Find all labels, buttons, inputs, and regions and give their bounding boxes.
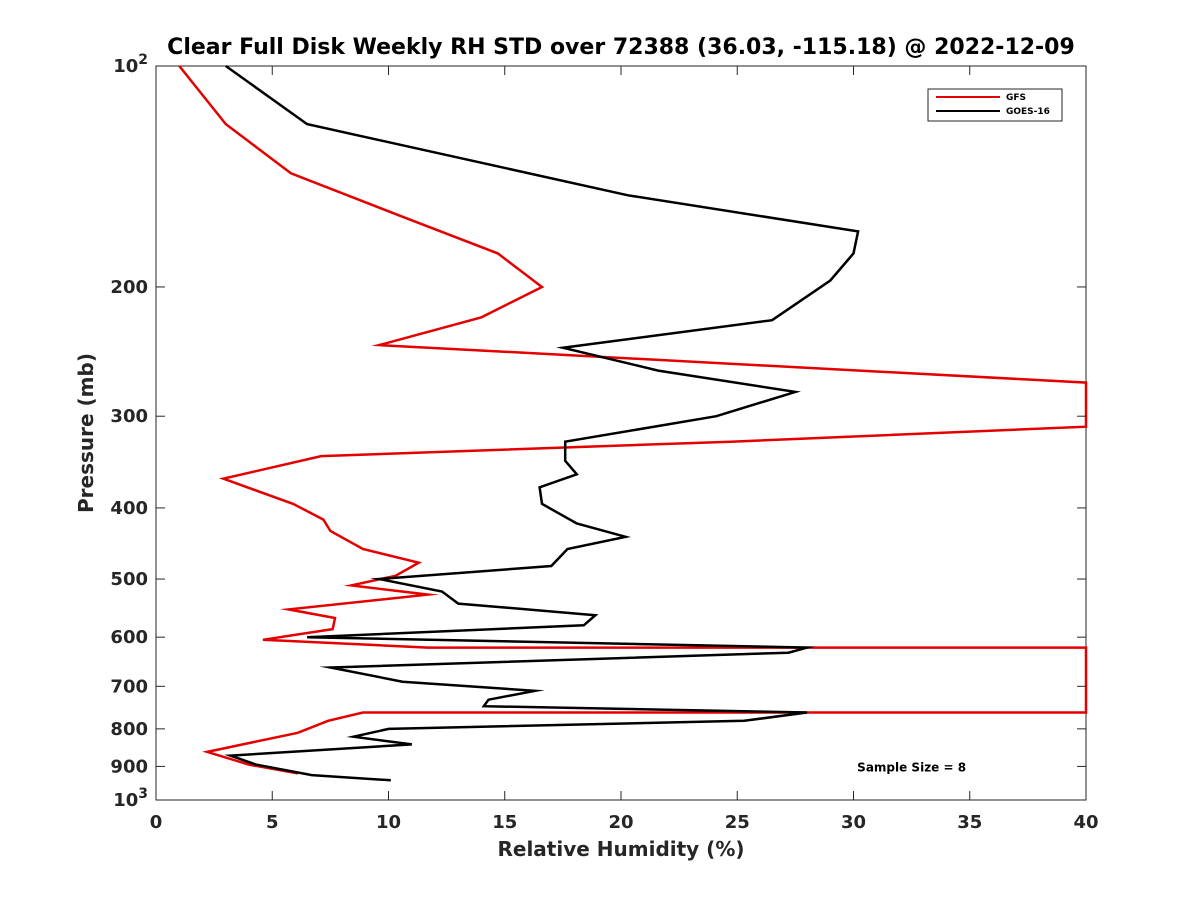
y-tick-label-base: 800 — [110, 719, 148, 740]
y-axis-title: Pressure (mb) — [74, 353, 98, 513]
y-tick-label: 500 — [110, 569, 148, 590]
y-tick-label: 700 — [110, 676, 148, 697]
y-tick-label-base: 400 — [110, 498, 148, 519]
x-tick-label: 30 — [841, 812, 866, 833]
legend-label: GFS — [1006, 93, 1026, 103]
series-layer — [178, 64, 1088, 782]
y-tick-label: 600 — [110, 627, 148, 648]
legend: GFS GOES-16 — [927, 88, 1063, 122]
x-tick-label: 25 — [725, 812, 750, 833]
x-tick-label: 15 — [492, 812, 517, 833]
y-tick-label-base: 600 — [110, 627, 148, 648]
y-tick-label: 400 — [110, 498, 148, 519]
x-axis-title: Relative Humidity (%) — [497, 837, 744, 861]
x-tick-label: 5 — [266, 812, 279, 833]
sample-size-annotation: Sample Size = 8 — [857, 760, 966, 774]
x-tick-label: 20 — [608, 812, 633, 833]
x-axis: 0 5 10 15 20 25 30 35 40 — [150, 66, 1099, 833]
y-tick-label-base: 900 — [110, 756, 148, 777]
series-line-gfs — [178, 65, 1088, 775]
annotations: Sample Size = 8 — [857, 760, 966, 774]
x-tick-label: 40 — [1073, 812, 1098, 833]
y-tick-label-exponent: 2 — [138, 52, 148, 68]
y-tick-label: 800 — [110, 719, 148, 740]
y-tick-label-base: 700 — [110, 676, 148, 697]
y-tick-label-base: 10 — [113, 56, 138, 77]
series-line-goes-16 — [224, 64, 860, 782]
y-tick-label: 200 — [110, 277, 148, 298]
x-tick-label: 35 — [957, 812, 982, 833]
x-tick-label: 10 — [376, 812, 401, 833]
y-tick-label: 300 — [110, 406, 148, 427]
y-tick-label: 102 — [113, 52, 148, 77]
y-tick-label-exponent: 3 — [138, 786, 148, 802]
y-tick-label: 900 — [110, 756, 148, 777]
y-tick-label-base: 500 — [110, 569, 148, 590]
chart-title: Clear Full Disk Weekly RH STD over 72388… — [167, 35, 1075, 60]
y-tick-label-base: 200 — [110, 277, 148, 298]
y-tick-label: 103 — [113, 786, 148, 811]
y-tick-label-base: 10 — [113, 790, 138, 811]
x-tick-label: 0 — [150, 812, 163, 833]
y-tick-label-base: 300 — [110, 406, 148, 427]
legend-box — [927, 88, 1063, 122]
legend-label: GOES-16 — [1006, 107, 1050, 117]
